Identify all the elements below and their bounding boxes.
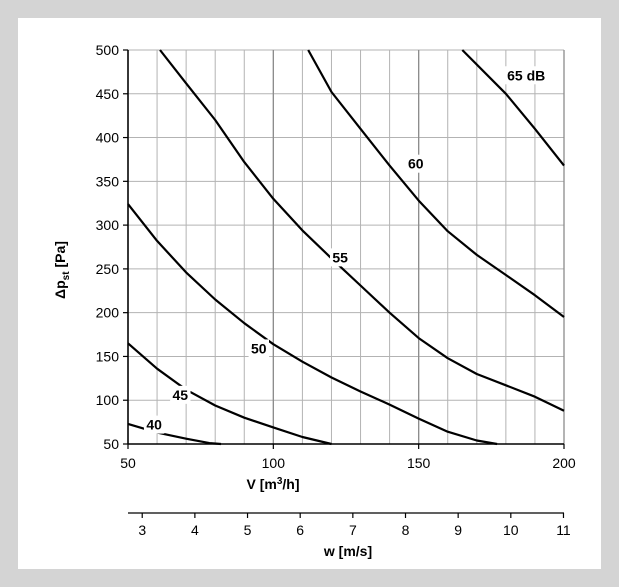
secondary-tick-label: 7 (349, 522, 357, 538)
secondary-x-axis: 3 4 5 6 7 8 9 10 11 (128, 512, 571, 538)
secondary-x-axis-title: w [m/s] (323, 543, 372, 559)
y-tick-label: 150 (96, 348, 120, 364)
plot-frame (123, 49, 565, 449)
secondary-tick-label: 4 (191, 522, 199, 538)
x-tick-label: 50 (120, 455, 136, 471)
curve-label: 55 (332, 249, 348, 265)
curve-label-bg (405, 154, 426, 173)
curve-label-bg (503, 66, 549, 85)
y-axis-title: Δpst [Pa] (52, 241, 72, 299)
secondary-tick-label: 6 (296, 522, 304, 538)
y-tick-label: 200 (96, 305, 120, 321)
curve-45 (127, 342, 332, 446)
curve-60 (307, 49, 565, 318)
secondary-tick-label: 5 (244, 522, 252, 538)
curve-label-bg (170, 385, 191, 404)
x-tick-label: 200 (552, 455, 576, 471)
secondary-tick-label: 10 (503, 522, 519, 538)
y-tick-label: 450 (96, 86, 120, 102)
x-tick-label: 150 (407, 455, 431, 471)
y-tick-label: 500 (96, 42, 120, 58)
curves (127, 49, 565, 446)
curve-labels: 40 45 50 55 60 65 dB (143, 66, 549, 434)
curve-label: 65 dB (507, 67, 545, 83)
y-tick-label: 100 (96, 392, 120, 408)
grid (127, 49, 565, 445)
curve-50 (127, 203, 498, 446)
curve-label-bg (329, 248, 351, 267)
x-axis-title: V [m3/h] (246, 476, 299, 492)
y-tick-label: 300 (96, 217, 120, 233)
curve-65-db (461, 49, 565, 167)
y-tick-labels: 50 100 150 200 250 300 350 400 450 500 (96, 42, 120, 452)
secondary-tick-label: 11 (556, 522, 571, 538)
secondary-tick-label: 3 (138, 522, 146, 538)
y-tick-label: 350 (96, 173, 120, 189)
secondary-tick-label: 8 (402, 522, 410, 538)
curve-label: 45 (173, 387, 189, 403)
y-tick-label: 50 (103, 436, 119, 452)
curve-label-bg (248, 339, 269, 358)
x-tick-label: 100 (262, 455, 286, 471)
y-tick-label: 250 (96, 261, 120, 277)
curve-label: 50 (251, 340, 267, 356)
curve-label: 60 (408, 156, 424, 172)
curve-40 (127, 422, 222, 446)
y-tick-label: 400 (96, 130, 120, 146)
x-tick-labels: 50 100 150 200 (120, 455, 576, 471)
curve-55 (159, 49, 565, 412)
curve-label: 40 (146, 417, 162, 433)
curve-label-bg (143, 415, 165, 434)
secondary-tick-label: 9 (454, 522, 462, 538)
chart-panel: 50 100 150 200 250 300 350 400 450 500 50 100 150 20… (18, 18, 601, 569)
